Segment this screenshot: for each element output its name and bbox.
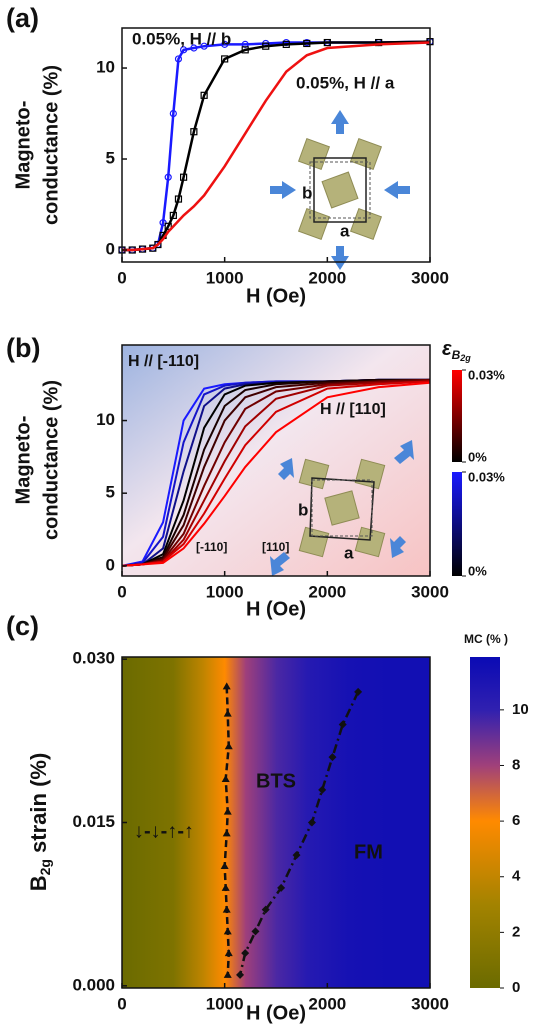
x-tick-label: 0	[117, 582, 126, 601]
label-sub: 2g	[37, 859, 53, 875]
panel-label: (a)	[6, 3, 39, 33]
label-main: B	[26, 875, 51, 891]
x-axis-label: H (Oe)	[246, 598, 306, 620]
annotation: [110]	[262, 540, 289, 554]
heatmap-cell	[245, 657, 276, 988]
colorbar-title: MC (% )	[464, 632, 508, 646]
colorbar	[452, 472, 462, 576]
annotation: H // [110]	[320, 401, 386, 418]
label-rest: strain (%)	[26, 753, 51, 859]
x-axis-label: H (Oe)	[246, 1002, 306, 1024]
x-tick-label: 0	[117, 994, 126, 1013]
colorbar-tick-label: 10	[512, 701, 529, 718]
heatmap-cell	[348, 657, 390, 988]
y-tick-label: 0.030	[72, 649, 115, 668]
colorbar-tick-label: 0%	[468, 563, 487, 578]
colorbar	[470, 657, 500, 988]
inset-label: a	[340, 221, 350, 240]
heatmap-cell	[204, 657, 225, 988]
phase-label: ↓-↓-↑-↑	[134, 820, 194, 842]
colorbar-tick-label: 0.03%	[468, 367, 505, 382]
y-axis-label: Magneto-	[12, 101, 34, 190]
y-tick-label: 0	[106, 239, 115, 258]
colorbar-tick-label: 0%	[468, 449, 487, 464]
y-tick-label: 5	[106, 148, 115, 167]
x-tick-label: 1000	[206, 268, 244, 287]
colorbar-tick-label: 2	[512, 923, 520, 940]
x-tick-label: 2000	[308, 994, 346, 1013]
y-axis-label: conductance (%)	[40, 380, 62, 540]
x-tick-label: 3000	[411, 994, 449, 1013]
inset-label: b	[298, 500, 308, 519]
colorbar	[452, 370, 462, 462]
subscript: B	[452, 348, 461, 362]
symbol: ε	[442, 338, 452, 360]
colorbar-tick-label: 0.03%	[468, 469, 505, 484]
phase-label: FM	[354, 841, 383, 863]
y-axis-label: B2g strain (%)	[26, 753, 53, 892]
x-axis-label: H (Oe)	[246, 285, 306, 307]
y-tick-label: 5	[106, 483, 115, 502]
x-tick-label: 2000	[308, 268, 346, 287]
annotation: [-110]	[196, 540, 227, 554]
series-label: 0.05%, H // b	[132, 29, 231, 48]
y-axis-label: conductance (%)	[40, 65, 62, 225]
panel-label: (b)	[6, 333, 40, 363]
x-tick-label: 3000	[411, 582, 449, 601]
colorbar-title: εB2g	[442, 338, 471, 363]
y-axis-label: Magneto-	[12, 416, 34, 505]
colorbar-tick-label: 4	[512, 868, 521, 885]
inset-label: a	[344, 543, 354, 562]
x-tick-label: 2000	[308, 582, 346, 601]
x-tick-label: 3000	[411, 268, 449, 287]
y-tick-label: 10	[96, 410, 115, 429]
figure: 0.05%, H // b0.05%, H // aba010002000300…	[0, 0, 535, 1029]
inset-a	[270, 110, 410, 270]
series-label: 0.05%, H // a	[296, 73, 395, 92]
x-tick-label: 1000	[206, 582, 244, 601]
phase-label: BTS	[256, 770, 296, 792]
heatmap-cell	[276, 657, 307, 988]
inset-label: b	[302, 183, 312, 202]
x-tick-label: 0	[117, 268, 126, 287]
y-tick-label: 0.015	[72, 812, 115, 831]
y-tick-label: 10	[96, 58, 115, 77]
colorbar-tick-label: 8	[512, 756, 520, 773]
x-tick-label: 1000	[206, 994, 244, 1013]
colorbar-tick-label: 0	[512, 979, 520, 996]
colorbar-tick-label: 6	[512, 812, 520, 829]
y-tick-label: 0	[106, 555, 115, 574]
annotation: H // [-110]	[128, 353, 199, 370]
subscript: 2g	[459, 353, 471, 363]
y-tick-label: 0.000	[72, 975, 115, 994]
heatmap-cell	[389, 657, 431, 988]
panel-label: (c)	[6, 611, 39, 641]
